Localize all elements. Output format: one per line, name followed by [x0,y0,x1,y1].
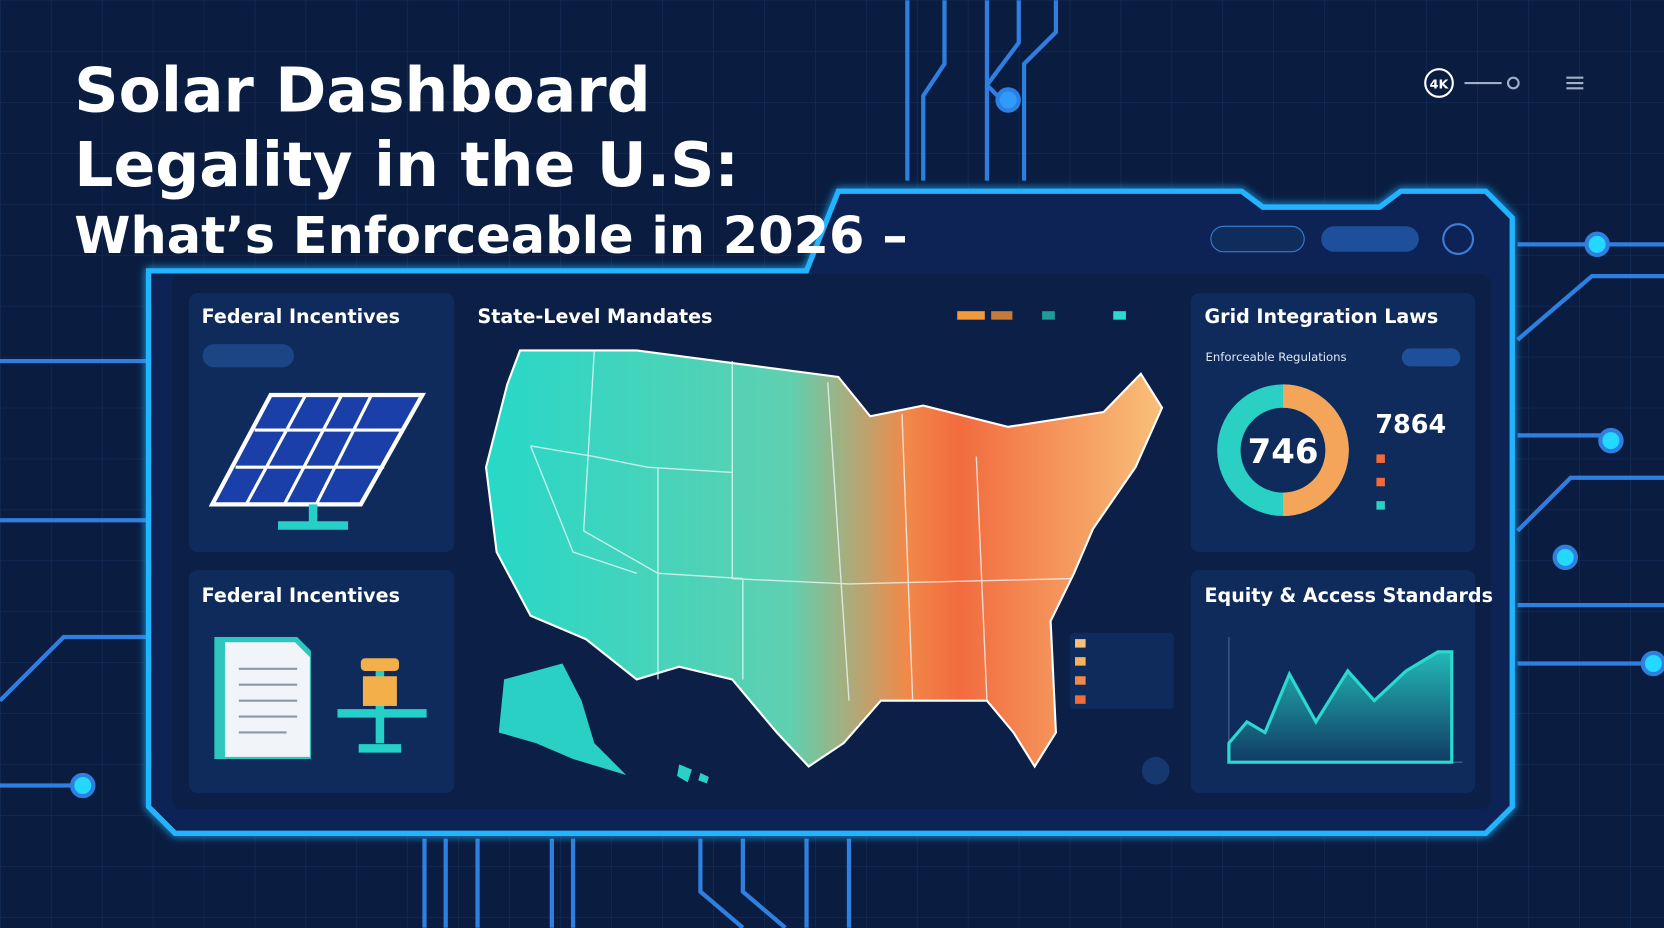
chip[interactable] [1401,348,1461,367]
gauge-legend [1376,454,1385,510]
state-borders [529,350,1072,701]
alaska [498,663,627,775]
panel-title: State-Level Mandates [478,305,713,328]
badge: 4K [1430,77,1450,92]
button[interactable] [1321,226,1419,252]
title-line: Legality in the U.S: [74,129,739,201]
map-control[interactable] [1141,756,1170,785]
panel-subtitle: Enforceable Regulations [1206,350,1347,364]
chip[interactable] [202,344,294,368]
panel-title: Equity & Access Standards [1204,584,1492,607]
title-line: Solar Dashboard [74,55,650,127]
document-icon [214,636,427,760]
hawaii [677,764,709,784]
us-map [484,349,1164,769]
panel-title: Grid Integration Laws [1204,305,1438,328]
solar-panel-icon [208,392,426,530]
title-line: What’s Enforceable in 2026 – [74,207,907,266]
badge-circle[interactable] [1424,68,1454,98]
gauge-value: 746 [1248,432,1319,472]
stat-value: 7864 [1375,410,1446,440]
button[interactable] [1210,225,1305,253]
slider-knob[interactable] [1506,76,1520,90]
menu-button[interactable] [1442,223,1475,255]
area-chart [1227,650,1454,764]
map-legend-top [957,311,1126,320]
gauge-arc [1282,384,1349,516]
map-legend-bottom [1069,632,1174,710]
toolbar-icons [1464,76,1584,90]
panel-title: Federal Incentives [202,305,400,328]
panel-title: Federal Incentives [202,584,400,607]
